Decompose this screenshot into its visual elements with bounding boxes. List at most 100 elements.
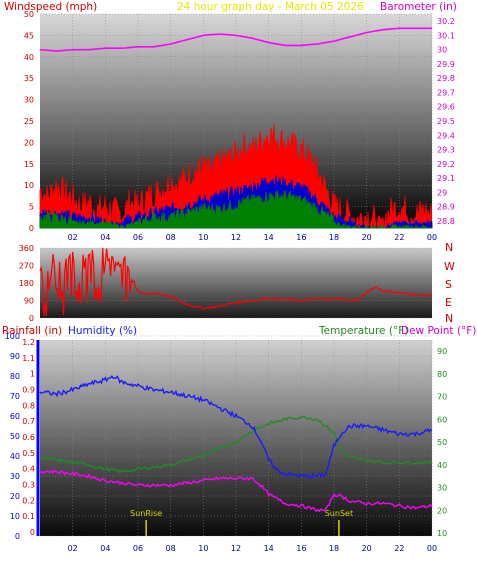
temperature-tick-label: 20 — [437, 506, 447, 515]
humidity-tick-label: 10 — [10, 512, 20, 521]
direction-tick-label: 270 — [19, 262, 34, 271]
barometer-tick-label: 29.5 — [437, 117, 455, 126]
direction-label-s: S — [445, 278, 452, 291]
humidity-x-tick-label: 12 — [231, 544, 241, 553]
barometer-tick-label: 29.6 — [437, 103, 455, 112]
windspeed-tick-label: 30 — [24, 96, 34, 105]
windspeed-tick-label: 15 — [24, 160, 34, 169]
direction-label-n-bottom: N — [445, 312, 453, 325]
direction-label-n-top: N — [445, 241, 453, 254]
wind-x-tick-label: 14 — [264, 233, 274, 242]
gust-series — [39, 175, 433, 230]
wind-x-tick-label: 16 — [296, 233, 306, 242]
sunrise-label: SunRise — [130, 509, 162, 518]
windspeed-tick-label: 25 — [24, 117, 34, 126]
barometer-tick-label: 28.8 — [437, 217, 455, 226]
direction-label-e: E — [445, 296, 452, 309]
wind-x-tick-label: 12 — [231, 233, 241, 242]
barometer-tick-label: 29.9 — [437, 60, 455, 69]
average-wind-series — [39, 189, 432, 230]
rainfall-tick-label: 0.9 — [22, 386, 35, 395]
barometer-series — [39, 27, 432, 52]
humidity-x-tick-label: 02 — [68, 544, 78, 553]
barometer-tick-label: 29.1 — [437, 174, 455, 183]
humidity-x-tick-label: 08 — [166, 544, 176, 553]
temperature-tick-label: 10 — [437, 529, 447, 538]
sunset-label: SunSet — [325, 509, 353, 518]
wind-x-tick-label: 18 — [329, 233, 339, 242]
rainfall-tick-label: 0.5 — [22, 449, 35, 458]
humidity-x-tick-label: 16 — [296, 544, 306, 553]
data-marks — [36, 27, 433, 536]
barometer-tick-label: 29.4 — [437, 131, 455, 140]
humidity-x-tick-label: 10 — [198, 544, 208, 553]
windspeed-tick-label: 5 — [29, 203, 34, 212]
humidity-axis-label: Humidity (%) — [68, 325, 137, 337]
barometer-tick-label: 29.8 — [437, 74, 455, 83]
temperature-tick-label: 50 — [437, 438, 447, 447]
rainfall-tick-label: 0.8 — [22, 401, 35, 410]
temperature-tick-label: 70 — [437, 393, 447, 402]
barometer-tick-label: 28.9 — [437, 203, 455, 212]
barometer-tick-label: 30.1 — [437, 31, 455, 40]
chart-title: 24 hour graph day - March 05 2026 — [177, 1, 364, 13]
temperature-series — [39, 415, 433, 474]
humidity-tick-label: 30 — [10, 472, 20, 481]
rainfall-tick-label: 0.7 — [22, 417, 35, 426]
direction-tick-label: 90 — [24, 297, 34, 306]
windspeed-tick-label: 20 — [24, 138, 34, 147]
humidity-x-tick-label: 04 — [100, 544, 110, 553]
windspeed-axis-label: Windspeed (mph) — [4, 1, 97, 13]
temperature-tick-label: 30 — [437, 484, 447, 493]
humidity-x-tick-label: 00 — [427, 544, 437, 553]
wind-x-tick-label: 20 — [362, 233, 372, 242]
temperature-tick-label: 90 — [437, 347, 447, 356]
windspeed-series — [39, 124, 433, 230]
humidity-tick-label: 90 — [10, 352, 20, 361]
barometer-tick-label: 29.7 — [437, 88, 455, 97]
humidity-tick-label: 40 — [10, 452, 20, 461]
humidity-x-tick-label: 14 — [264, 544, 274, 553]
direction-label-w: W — [444, 260, 455, 273]
wind-x-tick-label: 08 — [166, 233, 176, 242]
barometer-axis-label: Barometer (in) — [380, 1, 457, 13]
humidity-panel-bg — [40, 340, 432, 536]
windspeed-tick-label: 40 — [24, 53, 34, 62]
dewpoint-axis-label: Dew Point (°F) — [401, 325, 476, 337]
humidity-tick-label: 0 — [15, 532, 20, 541]
humidity-tick-label: 20 — [10, 492, 20, 501]
windspeed-tick-label: 0 — [29, 224, 34, 233]
humidity-tick-label: 50 — [10, 432, 20, 441]
barometer-tick-label: 29.2 — [437, 160, 455, 169]
wind-x-tick-label: 02 — [68, 233, 78, 242]
humidity-series — [39, 375, 433, 480]
rainfall-tick-label: 0.4 — [22, 465, 35, 474]
rainfall-tick-label: 0.3 — [22, 481, 35, 490]
rainfall-tick-label: 0.2 — [22, 496, 35, 505]
wind-x-tick-label: 00 — [427, 233, 437, 242]
humidity-tick-label: 60 — [10, 412, 20, 421]
rainfall-tick-label: 0.6 — [22, 433, 35, 442]
rainfall-tick-label: 1 — [30, 370, 35, 379]
wind-x-tick-label: 04 — [100, 233, 110, 242]
wind-x-tick-label: 10 — [198, 233, 208, 242]
wind-x-tick-label: 22 — [394, 233, 404, 242]
temperature-axis-label: Temperature (°F) — [318, 325, 408, 337]
windspeed-tick-label: 35 — [24, 74, 34, 83]
humidity-tick-label: 70 — [10, 392, 20, 401]
humidity-tick-label: 80 — [10, 372, 20, 381]
dewpoint-series — [39, 469, 433, 513]
temperature-tick-label: 40 — [437, 461, 447, 470]
rainfall-tick-label: 0.1 — [22, 512, 35, 521]
rainfall-axis-label: Rainfall (in) — [2, 325, 62, 337]
barometer-tick-label: 29.3 — [437, 146, 455, 155]
rainfall-tick-label: 0 — [30, 528, 35, 537]
barometer-tick-label: 29 — [437, 188, 447, 197]
humidity-x-tick-label: 18 — [329, 544, 339, 553]
barometer-tick-label: 30.2 — [437, 17, 455, 26]
direction-tick-label: 360 — [19, 244, 34, 253]
humidity-x-tick-label: 20 — [362, 544, 372, 553]
temperature-tick-label: 80 — [437, 370, 447, 379]
